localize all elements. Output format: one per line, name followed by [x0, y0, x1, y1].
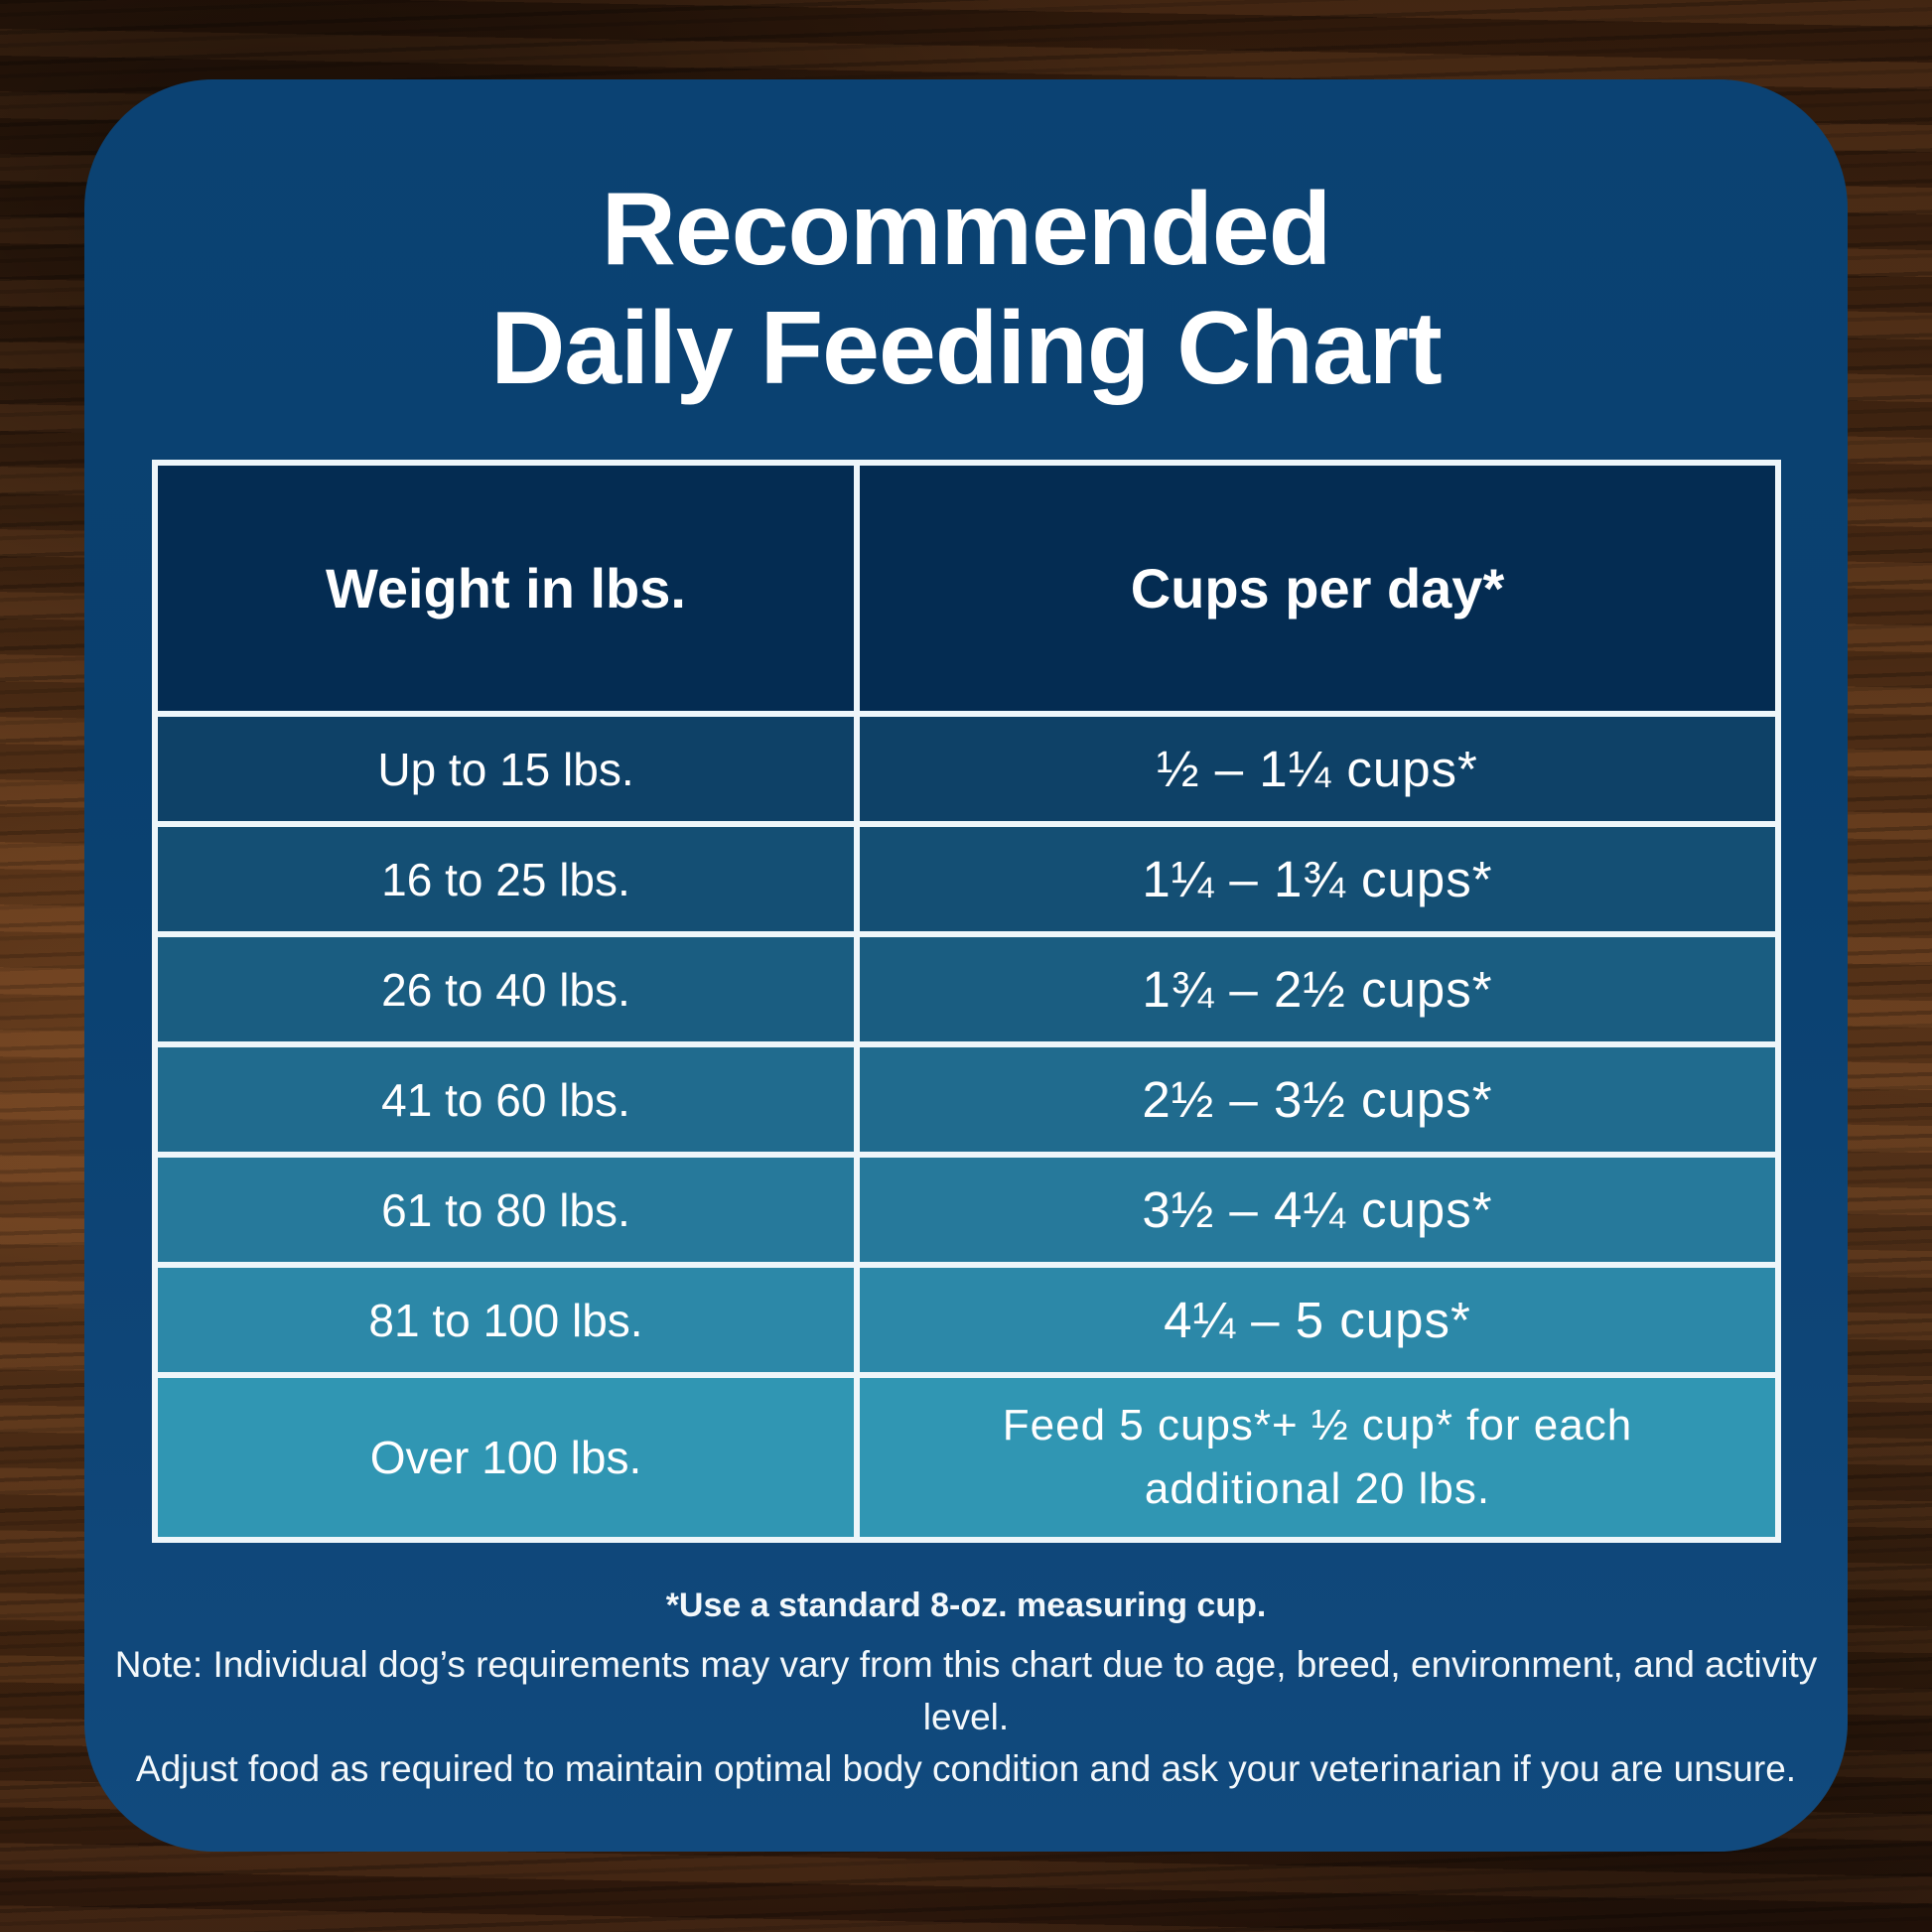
footnote-note-line2: Adjust food as required to maintain opti…	[135, 1748, 1797, 1790]
chart-title-line2: Daily Feeding Chart	[490, 290, 1443, 406]
feeding-table: Weight in lbs. Cups per day* Up to 15 lb…	[151, 460, 1781, 1544]
table-row: 26 to 40 lbs. 1¾ – 2½ cups*	[151, 931, 1781, 1048]
feeding-card: Recommended Daily Feeding Chart Weight i…	[84, 79, 1848, 1852]
weight-cell: 16 to 25 lbs.	[151, 821, 861, 938]
header-weight: Weight in lbs.	[151, 460, 861, 718]
table-header-row: Weight in lbs. Cups per day*	[151, 460, 1781, 718]
weight-cell: 26 to 40 lbs.	[151, 931, 861, 1048]
table-row: 41 to 60 lbs. 2½ – 3½ cups*	[151, 1041, 1781, 1159]
feeding-table-body: Up to 15 lbs. ½ – 1¼ cups* 16 to 25 lbs.…	[151, 711, 1781, 1544]
weight-cell: Over 100 lbs.	[151, 1372, 861, 1544]
weight-cell: 41 to 60 lbs.	[151, 1041, 861, 1159]
cups-cell: Feed 5 cups*+ ½ cup* for each additional…	[854, 1372, 1781, 1544]
cups-cell: 4¼ – 5 cups*	[854, 1262, 1781, 1379]
weight-cell: 61 to 80 lbs.	[151, 1152, 861, 1269]
cups-cell: 1¾ – 2½ cups*	[854, 931, 1781, 1048]
table-row: Up to 15 lbs. ½ – 1¼ cups*	[151, 711, 1781, 828]
cups-cell: ½ – 1¼ cups*	[854, 711, 1781, 828]
cups-cell: 2½ – 3½ cups*	[854, 1041, 1781, 1159]
table-row: Over 100 lbs. Feed 5 cups*+ ½ cup* for e…	[151, 1372, 1781, 1544]
weight-cell: 81 to 100 lbs.	[151, 1262, 861, 1379]
table-row: 81 to 100 lbs. 4¼ – 5 cups*	[151, 1262, 1781, 1379]
footnote-note-line1: Note: Individual dog’s requirements may …	[114, 1644, 1818, 1737]
header-cups: Cups per day*	[854, 460, 1781, 718]
cups-cell: 1¼ – 1¾ cups*	[854, 821, 1781, 938]
weight-cell: Up to 15 lbs.	[151, 711, 861, 828]
chart-title-line1: Recommended	[601, 172, 1332, 287]
table-row: 16 to 25 lbs. 1¼ – 1¾ cups*	[151, 821, 1781, 938]
cups-cell: 3½ – 4¼ cups*	[854, 1152, 1781, 1269]
chart-title: Recommended Daily Feeding Chart	[84, 79, 1848, 408]
footnotes: *Use a standard 8-oz. measuring cup. Not…	[84, 1587, 1848, 1796]
footnote-measuring-cup: *Use a standard 8-oz. measuring cup.	[665, 1587, 1267, 1625]
table-row: 61 to 80 lbs. 3½ – 4¼ cups*	[151, 1152, 1781, 1269]
